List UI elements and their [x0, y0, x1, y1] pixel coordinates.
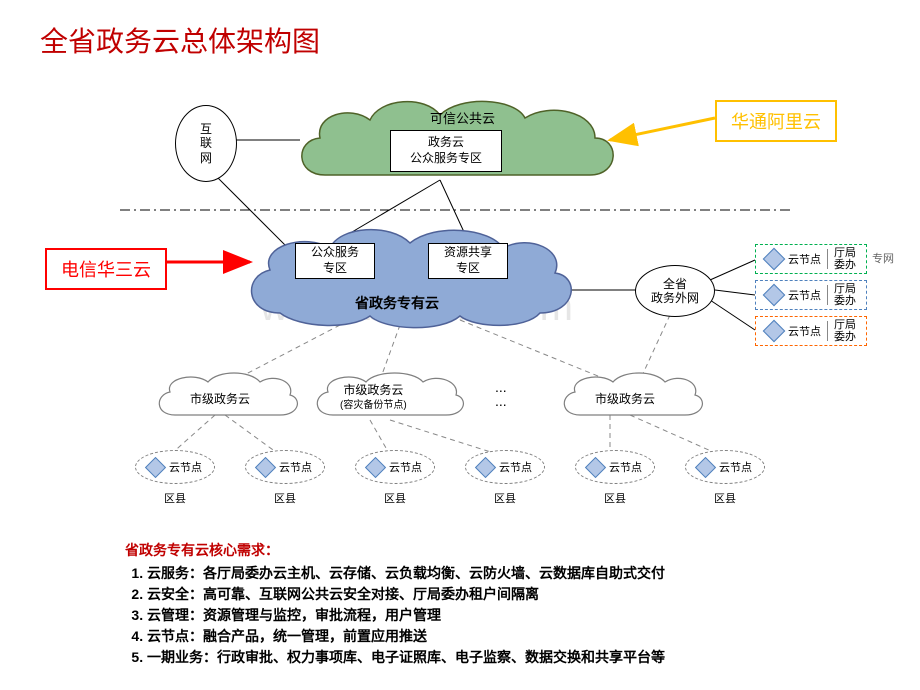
private-net-label: 专网	[872, 250, 894, 266]
county-node: 云节点区县	[685, 450, 765, 506]
requirements-list: 云服务：各厅局委办云主机、云存储、云负载均衡、云防火墙、云数据库自助式交付 云安…	[125, 563, 665, 668]
node-label: 云节点	[279, 459, 312, 475]
public-cloud-box: 政务云 公众服务专区	[390, 130, 502, 172]
county-node: 云节点区县	[575, 450, 655, 506]
city-cloud-right-label: 市级政务云	[595, 390, 655, 407]
private-cloud-label: 省政务专有云	[355, 293, 439, 313]
city-cloud-mid-label: 市级政务云(容灾备份节点)	[340, 383, 407, 412]
callout-telecom: 电信华三云	[45, 248, 167, 290]
requirement-item: 云节点：融合产品，统一管理，前置应用推送	[147, 626, 665, 647]
private-box-left: 公众服务专区	[295, 243, 375, 279]
node-label: 云节点	[499, 459, 532, 475]
callout-huatong: 华通阿里云	[715, 100, 837, 142]
county-label: 区县	[575, 490, 655, 506]
county-label: 区县	[685, 490, 765, 506]
public-cloud-label: 可信公共云	[430, 108, 495, 127]
requirement-item: 一期业务：行政审批、权力事项库、电子证照库、电子监察、数据交换和共享平台等	[147, 647, 665, 668]
requirements-block: 省政务专有云核心需求： 云服务：各厅局委办云主机、云存储、云负载均衡、云防火墙、…	[125, 540, 665, 668]
diamond-icon	[695, 456, 716, 477]
public-box-line2: 公众服务专区	[391, 151, 501, 167]
bureau-box-1: 云节点 厅局委办	[755, 244, 867, 274]
county-node: 云节点区县	[465, 450, 545, 506]
city-cloud-left-label: 市级政务云	[190, 390, 250, 407]
node-label: 云节点	[719, 459, 752, 475]
diamond-icon	[763, 320, 786, 343]
bureau-dept-label: 厅局委办	[834, 319, 856, 343]
diamond-icon	[365, 456, 386, 477]
city-ellipsis: ......	[495, 380, 507, 408]
bureau-node-label: 云节点	[788, 251, 821, 267]
bureau-dept-label: 厅局委办	[834, 283, 856, 307]
node-label: 云节点	[609, 459, 642, 475]
requirement-item: 云服务：各厅局委办云主机、云存储、云负载均衡、云防火墙、云数据库自助式交付	[147, 563, 665, 584]
county-node: 云节点区县	[245, 450, 325, 506]
page-title: 全省政务云总体架构图	[40, 20, 320, 60]
county-label: 区县	[355, 490, 435, 506]
diamond-icon	[255, 456, 276, 477]
bureau-dept-label: 厅局委办	[834, 247, 856, 271]
internet-ellipse: 互联网	[175, 105, 237, 182]
bureau-node-label: 云节点	[788, 287, 821, 303]
diamond-icon	[763, 284, 786, 307]
county-label: 区县	[245, 490, 325, 506]
bureau-box-3: 云节点 厅局委办	[755, 316, 867, 346]
diamond-icon	[145, 456, 166, 477]
diamond-icon	[475, 456, 496, 477]
county-label: 区县	[465, 490, 545, 506]
private-cloud	[235, 218, 575, 338]
node-label: 云节点	[389, 459, 422, 475]
bureau-node-label: 云节点	[788, 323, 821, 339]
extranet-ellipse: 全省政务外网	[635, 265, 715, 317]
bureau-box-2: 云节点 厅局委办	[755, 280, 867, 310]
county-node: 云节点区县	[135, 450, 215, 506]
private-box-right: 资源共享专区	[428, 243, 508, 279]
county-label: 区县	[135, 490, 215, 506]
diamond-icon	[585, 456, 606, 477]
requirement-item: 云安全：高可靠、互联网公共云安全对接、厅局委办租户间隔离	[147, 584, 665, 605]
public-box-line1: 政务云	[391, 135, 501, 151]
requirement-item: 云管理：资源管理与监控，审批流程，用户管理	[147, 605, 665, 626]
diamond-icon	[763, 248, 786, 271]
node-label: 云节点	[169, 459, 202, 475]
requirements-heading: 省政务专有云核心需求：	[125, 540, 665, 561]
county-node: 云节点区县	[355, 450, 435, 506]
